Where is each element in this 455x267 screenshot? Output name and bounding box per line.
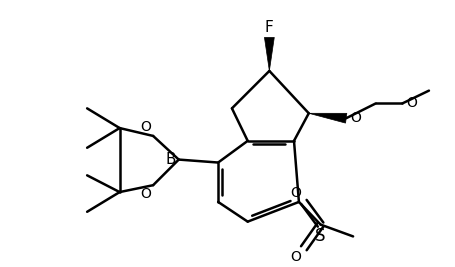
- Text: O: O: [140, 120, 151, 134]
- Text: B: B: [165, 152, 176, 167]
- Text: S: S: [315, 227, 326, 245]
- Text: O: O: [350, 111, 361, 125]
- Text: O: O: [290, 250, 301, 264]
- Text: O: O: [290, 186, 301, 200]
- Polygon shape: [309, 113, 347, 123]
- Text: O: O: [140, 187, 151, 201]
- Text: F: F: [265, 20, 274, 35]
- Text: O: O: [406, 96, 417, 111]
- Polygon shape: [264, 37, 274, 71]
